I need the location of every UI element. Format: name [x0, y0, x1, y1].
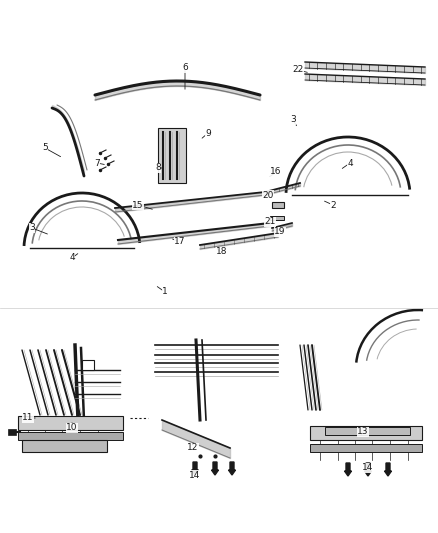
- Text: 16: 16: [270, 167, 282, 176]
- Text: 7: 7: [94, 158, 100, 167]
- Text: 14: 14: [189, 471, 201, 480]
- Text: 18: 18: [216, 247, 228, 256]
- Text: 11: 11: [22, 414, 34, 423]
- Text: 4: 4: [69, 254, 75, 262]
- FancyArrow shape: [191, 462, 198, 475]
- Text: 21: 21: [264, 217, 276, 227]
- Bar: [82, 360, 94, 370]
- FancyArrow shape: [385, 463, 392, 476]
- Text: 1: 1: [162, 287, 168, 296]
- Bar: [158, 128, 186, 183]
- Text: 5: 5: [42, 143, 48, 152]
- Text: 4: 4: [347, 158, 353, 167]
- Text: 3: 3: [290, 116, 296, 125]
- Text: 3: 3: [29, 223, 35, 232]
- Bar: [270, 216, 284, 220]
- FancyArrow shape: [212, 462, 219, 475]
- Text: 8: 8: [155, 164, 161, 173]
- Bar: [325, 427, 410, 435]
- Bar: [272, 202, 284, 208]
- Text: 17: 17: [174, 238, 186, 246]
- FancyArrow shape: [229, 462, 236, 475]
- Text: 6: 6: [182, 63, 188, 72]
- Bar: [18, 432, 123, 440]
- FancyArrow shape: [364, 463, 371, 476]
- Text: 14: 14: [362, 464, 374, 472]
- Text: 2: 2: [330, 200, 336, 209]
- Text: 13: 13: [357, 427, 369, 437]
- Bar: [8, 429, 16, 435]
- Text: 20: 20: [262, 190, 274, 199]
- Text: 19: 19: [274, 228, 286, 237]
- Bar: [310, 444, 422, 452]
- Text: 12: 12: [187, 443, 199, 453]
- Text: 22: 22: [293, 66, 304, 75]
- Bar: [310, 426, 422, 440]
- Bar: [18, 416, 123, 430]
- Bar: [22, 440, 107, 452]
- Text: 10: 10: [66, 424, 78, 432]
- Text: 9: 9: [205, 128, 211, 138]
- FancyArrow shape: [345, 463, 352, 476]
- Text: 15: 15: [132, 200, 144, 209]
